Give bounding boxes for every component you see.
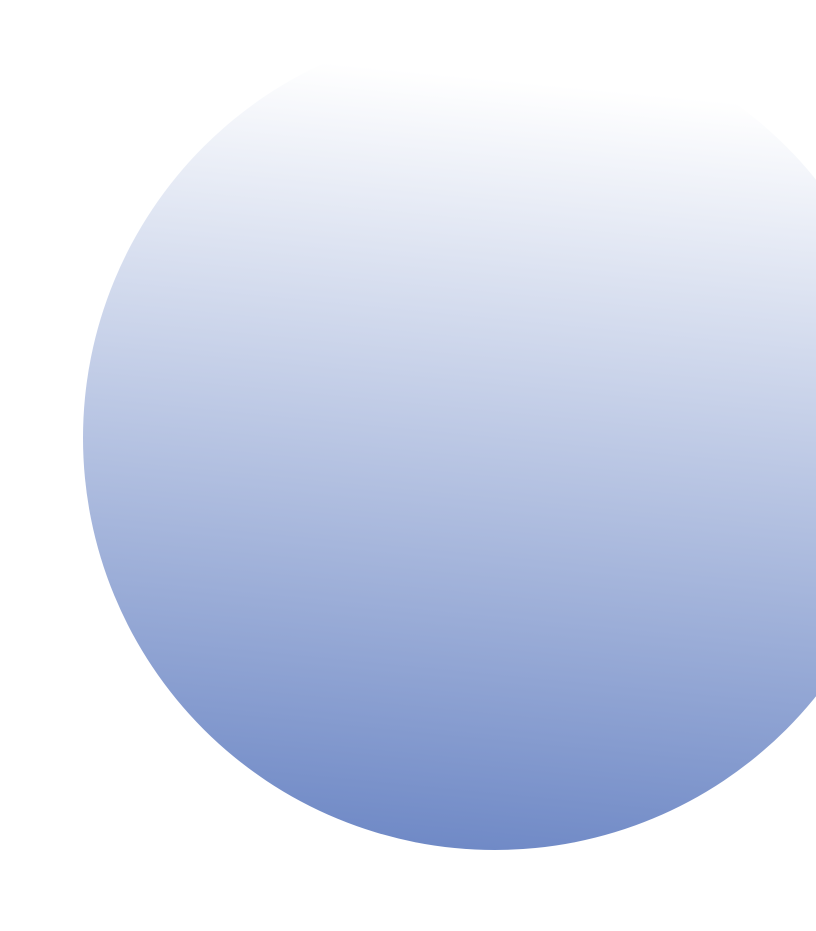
gradient-circle <box>83 26 816 850</box>
